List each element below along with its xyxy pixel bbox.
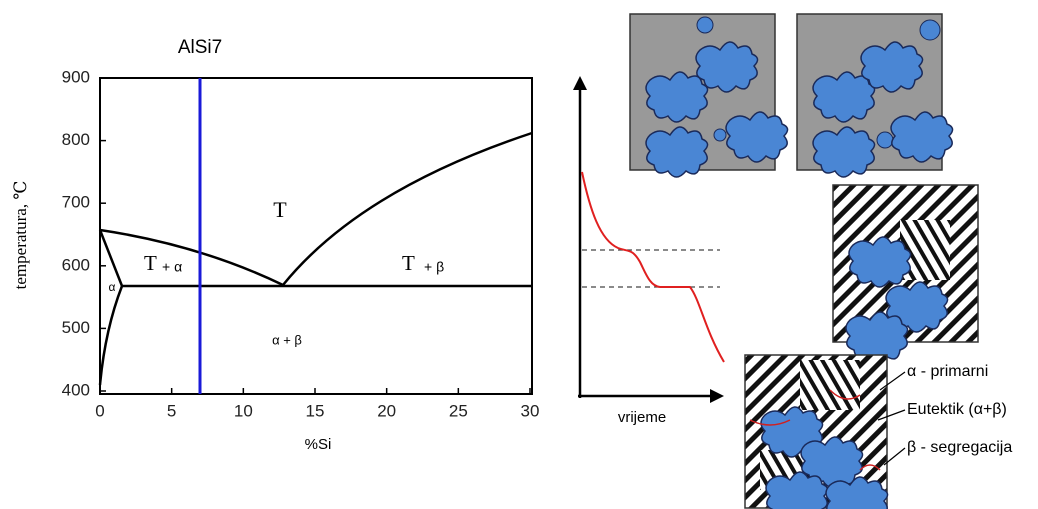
region-label: T xyxy=(144,251,157,275)
phase-label: Eutektik (α+β) xyxy=(907,401,1007,418)
microstructure-eutectic xyxy=(832,184,979,363)
region-label: T xyxy=(273,197,287,222)
solvus xyxy=(98,285,124,386)
region-label: T xyxy=(402,251,415,275)
y-tick-label: 700 xyxy=(62,193,90,212)
x-axis-label: %Si xyxy=(305,436,332,453)
region-label: α xyxy=(109,280,116,294)
arrow xyxy=(573,76,587,90)
phase-label: β - segregacija xyxy=(907,439,1012,456)
x-tick-label: 15 xyxy=(306,401,325,420)
plot-frame xyxy=(99,77,533,395)
microstructure-primary xyxy=(796,13,954,178)
x-tick-label: 5 xyxy=(167,401,176,420)
y-axis-label: temperatura, ℃ xyxy=(11,181,30,290)
arrow xyxy=(710,389,724,403)
y-tick-label: 500 xyxy=(62,318,90,337)
y-tick-label: 800 xyxy=(62,130,90,149)
phase-label: α - primarni xyxy=(907,363,988,380)
liquidus-right xyxy=(282,131,533,286)
x-tick-label: 25 xyxy=(449,401,468,420)
cooling-curve xyxy=(573,76,725,403)
x-axis-label: vrijeme xyxy=(618,409,666,426)
region-label: + β xyxy=(424,259,444,275)
y-tick-label: 900 xyxy=(62,67,90,86)
liquidus-left xyxy=(99,228,284,287)
phase-diagram xyxy=(98,77,533,395)
microstructure-final xyxy=(744,354,889,509)
y-tick-label: 400 xyxy=(62,380,90,399)
region-label: + α xyxy=(162,259,182,275)
solidus xyxy=(98,229,124,287)
label-leaders xyxy=(877,371,906,466)
x-tick-label: 20 xyxy=(377,401,396,420)
axis-ticks: 0 5 10 15 20 25 30 400 500 600 700 800 900 xyxy=(62,67,540,420)
region-label: α + β xyxy=(272,332,302,347)
x-tick-label: 30 xyxy=(521,401,540,420)
alloy-title: AlSi7 xyxy=(178,37,222,58)
cooling-line xyxy=(581,171,725,363)
microstructure-liquid xyxy=(629,13,789,178)
y-tick-label: 600 xyxy=(62,255,90,274)
x-tick-label: 10 xyxy=(234,401,253,420)
x-tick-label: 0 xyxy=(95,401,104,420)
